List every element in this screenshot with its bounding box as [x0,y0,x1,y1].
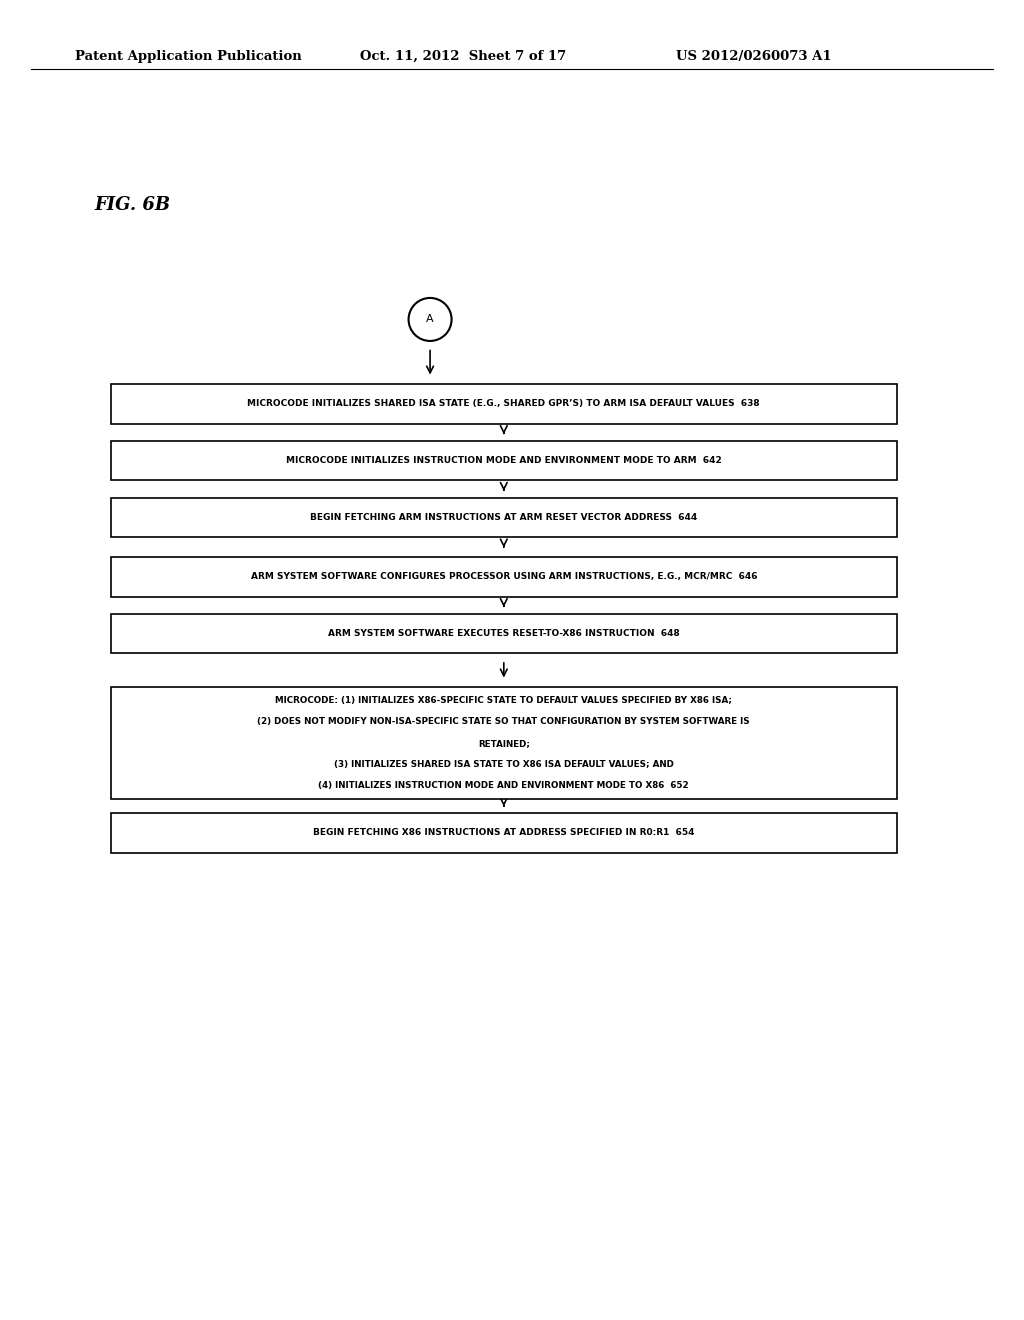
FancyBboxPatch shape [111,557,897,597]
Text: Oct. 11, 2012  Sheet 7 of 17: Oct. 11, 2012 Sheet 7 of 17 [360,50,566,63]
Text: A: A [426,314,434,325]
FancyBboxPatch shape [111,614,897,653]
FancyBboxPatch shape [111,441,897,480]
Text: Patent Application Publication: Patent Application Publication [75,50,301,63]
Text: BEGIN FETCHING ARM INSTRUCTIONS AT ARM RESET VECTOR ADDRESS  644: BEGIN FETCHING ARM INSTRUCTIONS AT ARM R… [310,513,697,521]
Text: MICROCODE INITIALIZES INSTRUCTION MODE AND ENVIRONMENT MODE TO ARM  642: MICROCODE INITIALIZES INSTRUCTION MODE A… [286,457,722,465]
Text: BEGIN FETCHING X86 INSTRUCTIONS AT ADDRESS SPECIFIED IN R0:R1  654: BEGIN FETCHING X86 INSTRUCTIONS AT ADDRE… [313,829,694,837]
Text: (3) INITIALIZES SHARED ISA STATE TO X86 ISA DEFAULT VALUES; AND: (3) INITIALIZES SHARED ISA STATE TO X86 … [334,760,674,768]
FancyBboxPatch shape [111,686,897,799]
FancyBboxPatch shape [111,498,897,537]
Text: MICROCODE: (1) INITIALIZES X86-SPECIFIC STATE TO DEFAULT VALUES SPECIFIED BY X86: MICROCODE: (1) INITIALIZES X86-SPECIFIC … [275,697,732,705]
FancyBboxPatch shape [111,384,897,424]
Text: MICROCODE INITIALIZES SHARED ISA STATE (E.G., SHARED GPR’S) TO ARM ISA DEFAULT V: MICROCODE INITIALIZES SHARED ISA STATE (… [248,400,760,408]
Text: FIG. 6B: FIG. 6B [94,195,170,214]
Text: (2) DOES NOT MODIFY NON-ISA-SPECIFIC STATE SO THAT CONFIGURATION BY SYSTEM SOFTW: (2) DOES NOT MODIFY NON-ISA-SPECIFIC STA… [257,718,751,726]
Text: US 2012/0260073 A1: US 2012/0260073 A1 [676,50,831,63]
FancyBboxPatch shape [111,813,897,853]
Text: RETAINED;: RETAINED; [478,739,529,747]
Text: ARM SYSTEM SOFTWARE CONFIGURES PROCESSOR USING ARM INSTRUCTIONS, E.G., MCR/MRC  : ARM SYSTEM SOFTWARE CONFIGURES PROCESSOR… [251,573,757,581]
Text: ARM SYSTEM SOFTWARE EXECUTES RESET-TO-X86 INSTRUCTION  648: ARM SYSTEM SOFTWARE EXECUTES RESET-TO-X8… [328,630,680,638]
Text: (4) INITIALIZES INSTRUCTION MODE AND ENVIRONMENT MODE TO X86  652: (4) INITIALIZES INSTRUCTION MODE AND ENV… [318,781,689,789]
